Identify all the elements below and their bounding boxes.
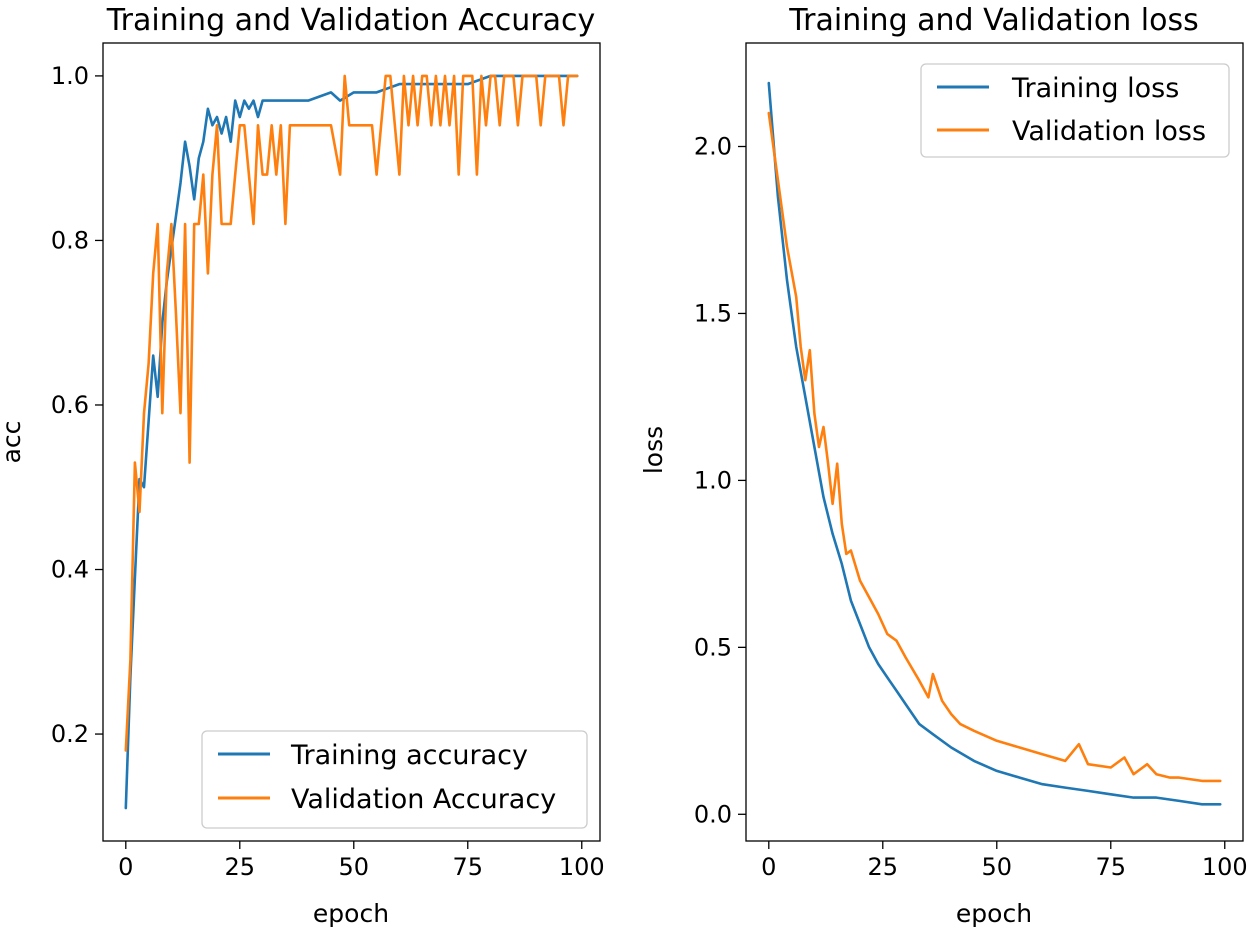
loss-x-tick-label: 25: [868, 853, 899, 881]
loss-x-ticks: 0 25 50 75 100: [761, 841, 1248, 881]
loss-x-tick-label: 100: [1202, 853, 1248, 881]
loss-legend-box: [920, 63, 1230, 158]
accuracy-y-axis-label: acc: [0, 421, 26, 464]
accuracy-x-tick-label: 50: [339, 853, 370, 881]
accuracy-series-lines: [124, 74, 579, 810]
loss-y-axis-label: loss: [639, 426, 668, 474]
accuracy-plot-frame: [102, 42, 601, 842]
loss-y-tick-label: 0.0: [694, 800, 732, 828]
loss-validation-line: [767, 111, 1222, 783]
accuracy-y-tick-label: 0.2: [51, 720, 89, 748]
loss-y-tick-label: 1.0: [694, 466, 732, 494]
accuracy-x-tick-label: 75: [452, 853, 483, 881]
loss-x-tick-label: 75: [1095, 853, 1126, 881]
loss-y-tick-label: 2.0: [694, 133, 732, 161]
accuracy-legend-validation-label: Validation Accuracy: [291, 784, 556, 815]
loss-training-line: [767, 81, 1222, 806]
loss-legend: Training loss Validation loss: [920, 63, 1230, 158]
loss-legend-training-label: Training loss: [1011, 73, 1179, 104]
loss-series-lines: [767, 81, 1222, 806]
accuracy-y-tick-label: 0.4: [51, 556, 89, 584]
accuracy-chart-title: Training and Validation Accuracy: [106, 3, 596, 38]
accuracy-legend-box: [201, 730, 588, 829]
loss-y-ticks: 0.0 0.5 1.0 1.5 2.0: [694, 133, 746, 828]
loss-y-tick-label: 0.5: [694, 633, 732, 661]
accuracy-x-axis-label: epoch: [313, 899, 389, 928]
loss-legend-validation-label: Validation loss: [1012, 116, 1206, 147]
loss-x-axis-label: epoch: [956, 899, 1032, 928]
accuracy-validation-line: [124, 74, 579, 752]
accuracy-x-tick-label: 100: [559, 853, 605, 881]
loss-y-tick-label: 1.5: [694, 299, 732, 327]
accuracy-y-ticks: 0.2 0.4 0.6 0.8 1.0: [51, 62, 103, 748]
accuracy-x-tick-label: 0: [118, 853, 133, 881]
loss-chart-title: Training and Validation loss: [788, 3, 1199, 38]
accuracy-panel: Training and Validation Accuracy epoch a…: [0, 3, 605, 928]
accuracy-legend-training-label: Training accuracy: [290, 740, 528, 771]
accuracy-y-tick-label: 0.6: [51, 391, 89, 419]
accuracy-y-tick-label: 0.8: [51, 226, 89, 254]
accuracy-x-tick-label: 25: [225, 853, 256, 881]
accuracy-y-tick-label: 1.0: [51, 62, 89, 90]
accuracy-legend: Training accuracy Validation Accuracy: [201, 730, 588, 829]
loss-x-tick-label: 50: [982, 853, 1013, 881]
loss-panel: Training and Validation loss epoch loss …: [639, 3, 1248, 928]
loss-x-tick-label: 0: [761, 853, 776, 881]
accuracy-x-ticks: 0 25 50 75 100: [118, 841, 605, 881]
loss-plot-frame: [745, 42, 1244, 842]
